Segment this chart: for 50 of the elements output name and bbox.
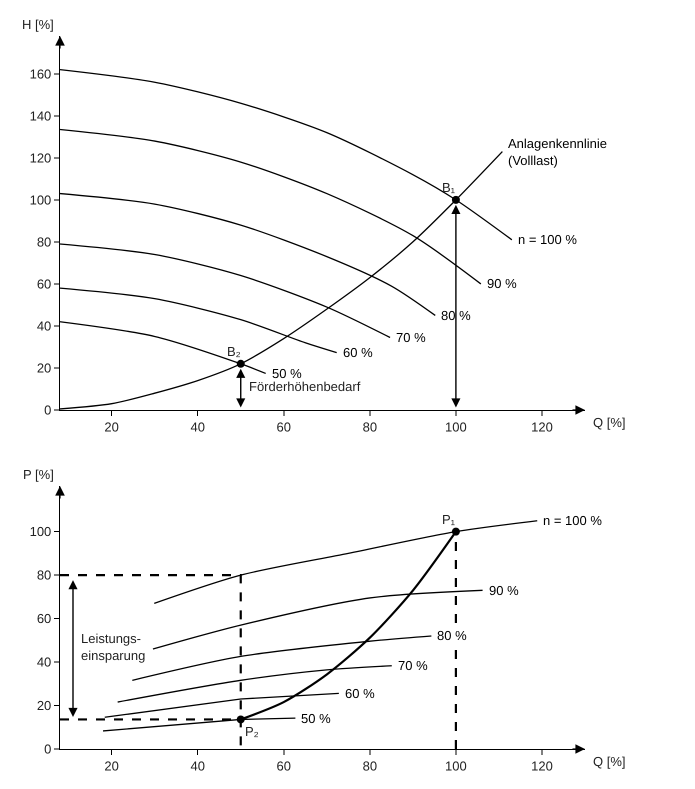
y-tick-label: 100 xyxy=(30,192,52,208)
y-tick-label: 120 xyxy=(30,150,52,166)
y-tick-label: 140 xyxy=(30,108,52,124)
y-tick-label: 40 xyxy=(36,318,52,334)
series-label: 60 % xyxy=(345,686,376,701)
y-axis-title: P [%] xyxy=(23,467,54,482)
y-tick-label: 80 xyxy=(36,234,52,250)
y-axis-title: H [%] xyxy=(22,17,54,32)
series-label: 50 % xyxy=(301,711,332,726)
series-label: 80 % xyxy=(441,308,472,323)
x-tick-label: 120 xyxy=(531,758,553,774)
x-tick-label: 60 xyxy=(276,758,292,774)
x-tick-label: 100 xyxy=(445,758,467,774)
y-tick-label: 100 xyxy=(30,524,52,540)
x-tick-label: 120 xyxy=(531,420,553,435)
y-tick-label: 0 xyxy=(44,742,52,757)
y-tick-label: 0 xyxy=(44,402,52,418)
legend-label: 50 % xyxy=(272,366,302,381)
annotation: P₂ xyxy=(245,724,259,739)
y-tick-label: 40 xyxy=(36,654,52,670)
x-tick-label: 40 xyxy=(190,758,205,774)
series-label: n = 100 % xyxy=(543,513,602,528)
annotation: B₂ xyxy=(227,344,241,359)
x-axis-title: Q [%] xyxy=(593,754,626,769)
y-tick-label: 60 xyxy=(36,611,52,626)
y-tick-label: 20 xyxy=(36,698,52,714)
series-label: 80 % xyxy=(437,628,468,643)
annotation: Leistungs- einsparung xyxy=(81,631,146,663)
series-label: 60 % xyxy=(343,345,374,360)
x-tick-label: 20 xyxy=(104,758,119,774)
y-tick-label: 20 xyxy=(36,360,52,376)
series-label: n = 100 % xyxy=(518,232,578,247)
series-label: 90 % xyxy=(487,276,518,291)
x-tick-label: 100 xyxy=(445,420,467,435)
x-tick-label: 20 xyxy=(104,420,119,435)
x-tick-label: 80 xyxy=(362,420,378,435)
x-tick-label: 80 xyxy=(362,758,378,774)
series-label: Anlagenkennlinie (Volllast) xyxy=(508,136,608,168)
y-tick-label: 160 xyxy=(30,66,52,82)
annotation: P₁ xyxy=(442,512,456,527)
series-label: 90 % xyxy=(489,583,520,598)
series-label: 70 % xyxy=(398,658,428,673)
x-tick-label: 60 xyxy=(276,420,292,435)
x-tick-label: 40 xyxy=(190,420,205,435)
series-label: 70 % xyxy=(396,330,426,345)
y-tick-label: 60 xyxy=(36,276,52,292)
x-axis-title: Q [%] xyxy=(593,415,626,430)
y-tick-label: 80 xyxy=(36,568,52,583)
annotation: Förderhöhenbedarf xyxy=(249,379,361,394)
annotation: B₁ xyxy=(442,180,456,195)
